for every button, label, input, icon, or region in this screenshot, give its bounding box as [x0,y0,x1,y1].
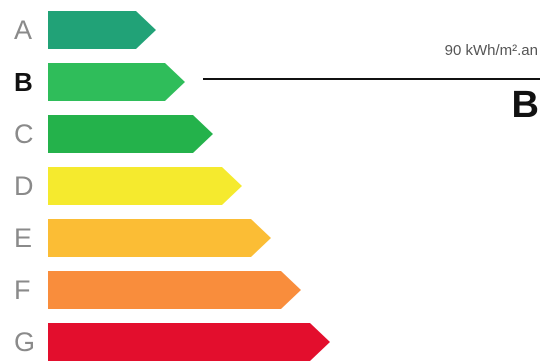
rating-letter: G [14,327,36,357]
rating-letter: D [14,171,34,201]
rating-bar-e [48,219,271,257]
rating-bar-c [48,115,213,153]
rating-row-g: G [0,321,547,363]
rating-row-e: E [0,217,547,259]
rating-bar-d [48,167,242,205]
rating-row-a: A [0,9,547,51]
rating-row-b: B [0,61,547,103]
rating-letter: F [14,275,31,305]
rating-letter: E [14,223,33,253]
rating-row-d: D [0,165,547,207]
rating-bar-f [48,271,301,309]
rating-letter: B [14,67,33,97]
rating-bar-a [48,11,156,49]
rating-row-c: C [0,113,547,155]
rating-row-f: F [0,269,547,311]
rating-bar-g [48,323,330,361]
rating-letter: C [14,119,34,149]
current-rating-class: B [511,84,539,126]
rating-letter: A [14,15,33,45]
rating-bar-b [48,63,185,101]
current-rating-value: 90 kWh/m².an [444,42,538,59]
current-rating-indicator-line [203,78,540,80]
